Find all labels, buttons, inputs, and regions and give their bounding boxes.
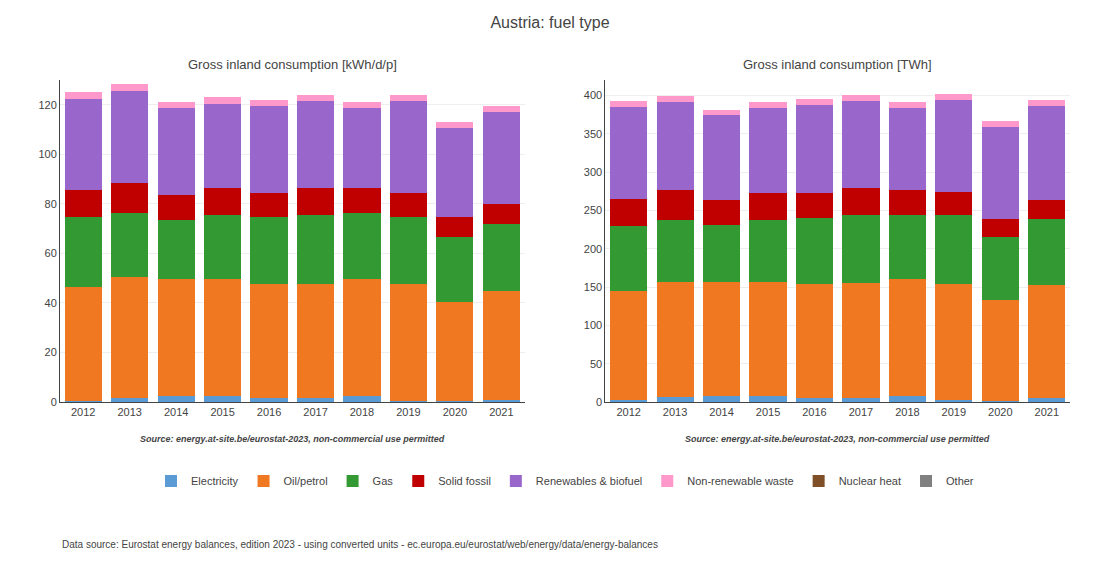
svg-text:300: 300 (584, 166, 602, 178)
svg-text:100: 100 (38, 148, 56, 160)
svg-text:2019: 2019 (942, 406, 966, 418)
svg-text:40: 40 (45, 297, 57, 309)
svg-text:2021: 2021 (489, 406, 513, 418)
svg-text:2016: 2016 (257, 406, 281, 418)
svg-text:Electricity: Electricity (191, 475, 239, 487)
svg-text:2019: 2019 (396, 406, 420, 418)
svg-text:Source: energy.at-site.be/euro: Source: energy.at-site.be/eurostat-2023,… (140, 434, 445, 444)
svg-text:2020: 2020 (443, 406, 467, 418)
svg-text:2017: 2017 (849, 406, 873, 418)
svg-text:60: 60 (45, 247, 57, 259)
svg-text:2017: 2017 (303, 406, 327, 418)
svg-text:2012: 2012 (616, 406, 640, 418)
svg-text:2021: 2021 (1035, 406, 1059, 418)
svg-text:2013: 2013 (663, 406, 687, 418)
svg-text:Gross inland consumption [kWh/: Gross inland consumption [kWh/d/p] (188, 57, 397, 72)
svg-text:Gross inland consumption [TWh]: Gross inland consumption [TWh] (743, 57, 932, 72)
svg-text:Renewables & biofuel: Renewables & biofuel (536, 475, 642, 487)
svg-text:350: 350 (584, 128, 602, 140)
svg-text:2013: 2013 (117, 406, 141, 418)
svg-text:150: 150 (584, 281, 602, 293)
svg-text:Source: energy.at-site.be/euro: Source: energy.at-site.be/eurostat-2023,… (685, 434, 990, 444)
svg-text:Solid fossil: Solid fossil (438, 475, 491, 487)
svg-text:2018: 2018 (350, 406, 374, 418)
svg-text:80: 80 (45, 198, 57, 210)
svg-text:400: 400 (584, 89, 602, 101)
svg-text:2015: 2015 (756, 406, 780, 418)
svg-text:2015: 2015 (210, 406, 234, 418)
svg-text:2016: 2016 (802, 406, 826, 418)
svg-text:Non-renewable waste: Non-renewable waste (687, 475, 793, 487)
svg-text:2014: 2014 (164, 406, 188, 418)
svg-text:2014: 2014 (709, 406, 733, 418)
svg-text:Oil/petrol: Oil/petrol (284, 475, 328, 487)
svg-text:0: 0 (596, 396, 602, 408)
svg-text:200: 200 (584, 243, 602, 255)
svg-text:Austria: fuel type: Austria: fuel type (490, 14, 609, 31)
svg-text:120: 120 (38, 99, 56, 111)
svg-text:Gas: Gas (373, 475, 394, 487)
svg-text:250: 250 (584, 204, 602, 216)
svg-text:Nuclear heat: Nuclear heat (839, 475, 901, 487)
svg-text:2020: 2020 (988, 406, 1012, 418)
svg-text:Other: Other (946, 475, 974, 487)
svg-text:50: 50 (590, 358, 602, 370)
svg-text:100: 100 (584, 319, 602, 331)
svg-text:2018: 2018 (895, 406, 919, 418)
svg-text:20: 20 (45, 346, 57, 358)
svg-text:2012: 2012 (71, 406, 95, 418)
svg-text:0: 0 (51, 396, 57, 408)
svg-text:Data source: Eurostat energy b: Data source: Eurostat energy balances, e… (62, 539, 658, 550)
